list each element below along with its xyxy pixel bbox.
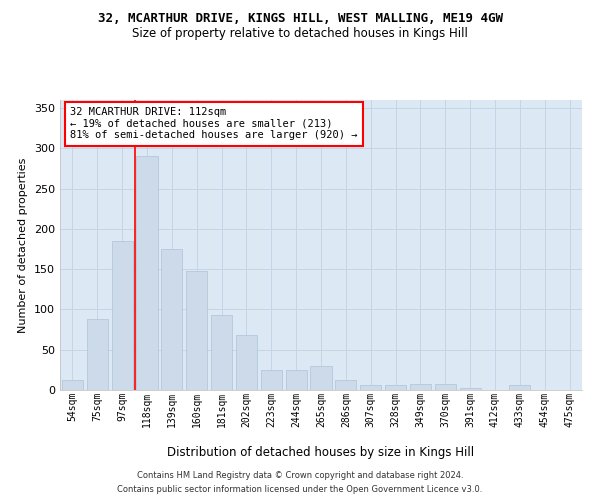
Bar (62, 380, 83, 390)
Bar (211, 315, 232, 390)
Bar (236, 335, 257, 390)
Bar (460, 388, 481, 390)
Bar (186, 271, 207, 390)
Bar (261, 370, 282, 390)
Text: Size of property relative to detached houses in Kings Hill: Size of property relative to detached ho… (132, 28, 468, 40)
Text: 32, MCARTHUR DRIVE, KINGS HILL, WEST MALLING, ME19 4GW: 32, MCARTHUR DRIVE, KINGS HILL, WEST MAL… (97, 12, 503, 26)
Bar (286, 370, 307, 390)
Y-axis label: Number of detached properties: Number of detached properties (19, 158, 28, 332)
Bar (87, 319, 108, 390)
Bar (509, 385, 530, 390)
Bar (136, 156, 158, 390)
Text: 32 MCARTHUR DRIVE: 112sqm
← 19% of detached houses are smaller (213)
81% of semi: 32 MCARTHUR DRIVE: 112sqm ← 19% of detac… (70, 108, 358, 140)
Text: Contains public sector information licensed under the Open Government Licence v3: Contains public sector information licen… (118, 484, 482, 494)
Bar (360, 385, 381, 390)
Bar (410, 384, 431, 390)
Text: Contains HM Land Registry data © Crown copyright and database right 2024.: Contains HM Land Registry data © Crown c… (137, 472, 463, 480)
Bar (335, 380, 356, 390)
Bar (310, 366, 332, 390)
Bar (385, 385, 406, 390)
Bar (435, 384, 456, 390)
Bar (161, 249, 182, 390)
Text: Distribution of detached houses by size in Kings Hill: Distribution of detached houses by size … (167, 446, 475, 459)
Bar (112, 241, 133, 390)
